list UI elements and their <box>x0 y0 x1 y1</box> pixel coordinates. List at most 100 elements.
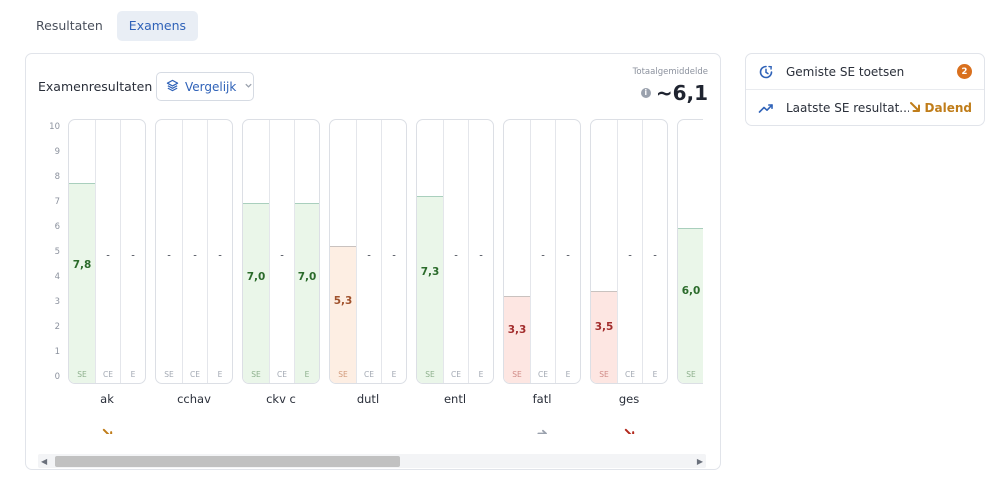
tab-resultaten[interactable]: Resultaten <box>36 18 103 33</box>
subject-bar-group: 7,0 SE - CE 7,0 E <box>242 119 320 384</box>
trending-up-icon <box>758 100 774 116</box>
column-type-label: SE <box>338 370 348 379</box>
column-type-label: CE <box>103 370 113 379</box>
compare-dropdown[interactable]: Vergelijk <box>156 72 254 101</box>
column-type-label: CE <box>364 370 374 379</box>
card-title: Examenresultaten <box>38 79 153 94</box>
bar-value-label: 7,0 <box>297 270 317 283</box>
bar-empty-label: - <box>479 250 483 261</box>
bar-column-se[interactable]: 7,3 SE <box>417 120 443 383</box>
subject-bar-group: 3,5 SE - CE - E <box>590 119 668 384</box>
bar-column-e[interactable]: -E <box>555 120 580 383</box>
tab-bar: Resultaten Examens <box>24 11 199 41</box>
bar-column-ce[interactable]: - CE <box>182 120 207 383</box>
column-type-label: CE <box>277 370 287 379</box>
bar-column-e[interactable]: -E <box>468 120 493 383</box>
subject-name: dutl <box>356 392 380 406</box>
subject-name: cchav <box>177 392 211 406</box>
y-tick-label: 2 <box>54 322 60 332</box>
column-type-label: E <box>565 370 571 379</box>
y-tick-label: 9 <box>54 147 60 157</box>
bar-column-se[interactable]: 6,0 SE <box>678 120 703 383</box>
column-type-label: SE <box>425 370 435 379</box>
horizontal-scrollbar[interactable]: ◀ ▶ <box>38 454 706 468</box>
bar-empty-label: - <box>628 250 632 261</box>
bar-column-ce[interactable]: - CE <box>269 120 294 383</box>
bar-value-label: 7,3 <box>420 266 440 279</box>
bar-column-se[interactable]: 7,0 SE <box>243 120 269 383</box>
bar <box>678 228 703 383</box>
bar-empty-label: - <box>280 250 284 261</box>
bar-empty-label: - <box>193 250 197 261</box>
bar-empty-label: - <box>653 250 657 261</box>
arrow-down-right-icon <box>590 428 668 434</box>
scroll-left-icon[interactable]: ◀ <box>41 457 48 466</box>
y-tick-label: 0 <box>54 372 60 382</box>
bar-empty-label: - <box>131 250 135 261</box>
bar-column-ce[interactable]: - CE <box>530 120 555 383</box>
bar <box>243 203 269 383</box>
column-type-label: E <box>304 370 310 379</box>
column-type-label: SE <box>77 370 87 379</box>
trend-status: Dalend <box>909 101 972 116</box>
info-icon[interactable]: i <box>640 88 651 98</box>
column-type-label: SE <box>599 370 609 379</box>
y-tick-label: 3 <box>54 297 60 307</box>
y-tick-label: 4 <box>54 272 60 282</box>
bar-empty-label: - <box>167 250 171 261</box>
subject-name: ckv c <box>266 392 296 406</box>
bar-value-label: 3,5 <box>594 321 614 334</box>
bar-column-e[interactable]: -E <box>381 120 406 383</box>
subject-name: ak <box>100 392 114 406</box>
bar-value-label: 7,8 <box>72 258 92 271</box>
arrow-right-icon <box>503 428 581 434</box>
bar-column-e[interactable]: -E <box>207 120 232 383</box>
column-type-label: CE <box>451 370 461 379</box>
column-type-label: SE <box>251 370 261 379</box>
bar-empty-label: - <box>566 250 570 261</box>
bar-column-se[interactable]: 5,3 SE <box>330 120 356 383</box>
exam-results-card: Examenresultaten Vergelijk Totaalgemidde… <box>25 53 721 470</box>
bar-column-ce[interactable]: - CE <box>617 120 642 383</box>
bar-column-ce[interactable]: - CE <box>443 120 468 383</box>
missed-tests-row[interactable]: Gemiste SE toetsen 2 <box>746 54 984 90</box>
bar-column-e[interactable]: -E <box>642 120 667 383</box>
bar-column-e[interactable]: -E <box>120 120 145 383</box>
bar-value-label: 5,3 <box>333 295 353 308</box>
bar-column-se[interactable]: 3,5 SE <box>591 120 617 383</box>
bar-column-ce[interactable]: - CE <box>356 120 381 383</box>
arrow-down-right-icon <box>68 428 146 434</box>
y-tick-label: 8 <box>54 172 60 182</box>
clock-icon <box>758 64 774 80</box>
bar-column-e[interactable]: 7,0 E <box>294 120 319 383</box>
scrollbar-thumb[interactable] <box>55 456 400 467</box>
average-row: i ~6,1 <box>640 81 708 105</box>
latest-results-label: Laatste SE resultat... <box>786 101 909 115</box>
scroll-right-icon[interactable]: ▶ <box>696 457 703 466</box>
bar <box>295 203 319 383</box>
bar <box>330 245 356 383</box>
bar-column-ce[interactable]: - CE <box>95 120 120 383</box>
y-tick-label: 10 <box>49 122 60 132</box>
column-type-label: E <box>217 370 223 379</box>
column-type-label: SE <box>686 370 696 379</box>
compare-label: Vergelijk <box>185 79 237 94</box>
y-tick-label: 7 <box>54 197 60 207</box>
column-type-label: CE <box>190 370 200 379</box>
chevron-down-icon <box>244 81 253 93</box>
bar <box>591 290 617 383</box>
bar-column-se[interactable]: 3,3 SE <box>504 120 530 383</box>
column-type-label: CE <box>538 370 548 379</box>
bar-empty-label: - <box>392 250 396 261</box>
bar-column-se[interactable]: 7,8 SE <box>69 120 95 383</box>
column-type-label: E <box>130 370 136 379</box>
bar-empty-label: - <box>367 250 371 261</box>
bar-column-se[interactable]: - SE <box>156 120 182 383</box>
tab-examens[interactable]: Examens <box>116 11 199 41</box>
subject-bar-group: 5,3 SE - CE - E <box>329 119 407 384</box>
bar-value-label: 3,3 <box>507 324 527 337</box>
bar-empty-label: - <box>106 250 110 261</box>
average-value: ~6,1 <box>655 81 708 105</box>
latest-results-row[interactable]: Laatste SE resultat... Dalend <box>746 90 984 126</box>
